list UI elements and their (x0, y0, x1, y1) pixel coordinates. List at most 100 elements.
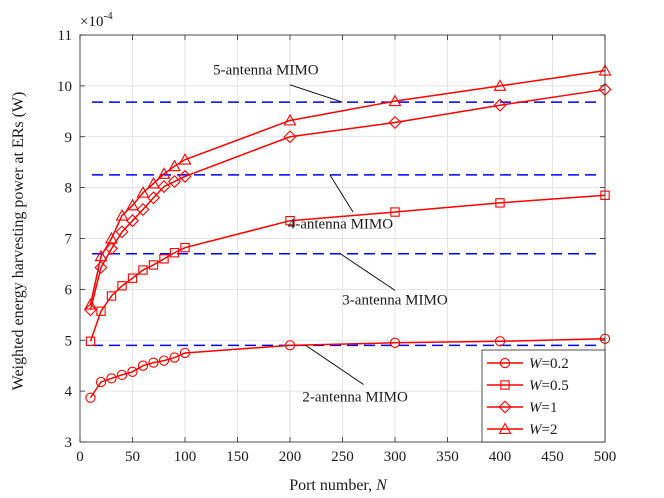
diamond-marker (283, 130, 297, 144)
y-tick-label: 4 (65, 384, 73, 400)
triangle-marker (136, 186, 150, 198)
square-marker (169, 248, 180, 258)
annotation-label: 4-antenna MIMO (288, 216, 394, 232)
legend-label-value: =0.5 (542, 378, 569, 394)
annotation-arrow (329, 174, 354, 213)
triangle-marker (84, 297, 97, 310)
annotation-arrow (340, 253, 396, 291)
x-tick-label: 350 (436, 449, 459, 465)
legend-label-variable: W (529, 422, 543, 438)
legend-label-value: =0.2 (542, 356, 569, 372)
legend-label: W=0.2 (529, 356, 569, 372)
annotation-arrow (305, 344, 364, 385)
circle-marker (284, 340, 296, 351)
legend-box (481, 349, 606, 443)
diamond-marker (136, 202, 150, 217)
annotation-label: 2-antenna MIMO (302, 389, 408, 405)
x-tick-label: 50 (125, 449, 140, 465)
triangle-marker (388, 94, 402, 107)
x-tick-label: 500 (594, 449, 617, 465)
square-marker (85, 336, 96, 346)
square-marker (285, 216, 295, 226)
y-tick-label: 5 (65, 333, 73, 349)
triangle-marker (493, 79, 507, 91)
x-tick-label: 200 (279, 449, 302, 465)
annotation-label: 5-antenna MIMO (213, 63, 319, 79)
square-marker (390, 207, 400, 217)
triangle-marker (283, 113, 297, 126)
x-tick-label: 300 (384, 449, 407, 465)
tick-labels: 0 50 100 150 200 250 300 350 400 450 500 3 4 5 6 7 8 9 10 1… (57, 28, 616, 465)
triangle-marker (157, 167, 171, 179)
series-markers (83, 63, 612, 403)
circle-marker (169, 352, 180, 363)
y-tick-label: 11 (58, 28, 72, 44)
diamond-marker (388, 115, 402, 130)
y-exponent-base: ×10 (80, 14, 103, 30)
y-tick-label: 7 (65, 232, 73, 248)
diamond-marker (157, 180, 171, 194)
diamond-marker (167, 174, 182, 189)
triangle-marker (94, 249, 108, 262)
x-tick-label: 450 (541, 449, 564, 465)
square-marker (96, 306, 106, 316)
series-line-diamond (89, 88, 606, 310)
square-marker (148, 260, 159, 270)
diamond-marker (178, 169, 192, 183)
circle-marker (85, 392, 96, 403)
square-marker (117, 281, 127, 291)
square-marker (106, 291, 117, 301)
legend-label: W=2 (529, 422, 557, 438)
diamond-marker (94, 260, 108, 275)
circle-marker (499, 357, 511, 369)
series-line-circle (89, 337, 606, 399)
annotation-arrow (289, 84, 343, 103)
square-marker (127, 273, 138, 283)
circle-marker (494, 336, 506, 347)
legend-label: W=1 (529, 400, 557, 416)
legend-label-variable: W (529, 356, 543, 372)
square-marker (500, 380, 510, 390)
circle-marker (106, 373, 117, 384)
circle-marker (95, 376, 107, 388)
y-tick-label: 6 (65, 282, 73, 298)
legend: W=0.2W=0.5W=1W=2 (481, 349, 606, 443)
legend-label: W=0.5 (529, 378, 569, 394)
y-exponent-power: -4 (103, 10, 113, 22)
circle-marker (127, 366, 138, 377)
legend-label-value: =2 (542, 422, 558, 438)
annotations: 5-antenna MIMO 4-antenna MIMO 3-antenna MI… (213, 63, 448, 406)
triangle-marker (105, 231, 118, 244)
diamond-marker (125, 214, 140, 228)
triangle-marker (147, 176, 160, 189)
x-axis-label-variable: N (375, 477, 388, 494)
y-tick-label: 9 (65, 130, 73, 146)
circle-marker (158, 355, 170, 366)
legend-label-variable: W (529, 378, 543, 394)
legend-label-variable: W (529, 400, 543, 416)
diamond-marker (493, 98, 507, 112)
x-tick-label: 100 (174, 449, 197, 465)
triangle-marker (178, 152, 192, 165)
x-axis-label-text: Port number, (289, 477, 376, 494)
circle-marker (179, 347, 191, 359)
triangle-marker (168, 159, 181, 172)
circle-marker (148, 357, 159, 368)
x-tick-label: 250 (331, 449, 354, 465)
diamond-marker (115, 225, 129, 239)
x-tick-label: 0 (76, 449, 84, 465)
y-tick-label: 8 (65, 181, 73, 197)
diamond-marker (83, 303, 98, 317)
circle-marker (137, 360, 149, 371)
square-marker (180, 242, 190, 253)
square-marker (138, 265, 148, 275)
triangle-marker (126, 198, 139, 211)
legend-label-value: =1 (542, 400, 558, 416)
diamond-marker (498, 400, 512, 414)
triangle-marker (498, 422, 512, 434)
diamond-marker (104, 242, 119, 256)
y-tick-label: 3 (65, 435, 73, 451)
x-axis-label: Port number, N (289, 477, 388, 494)
square-marker (495, 198, 505, 208)
